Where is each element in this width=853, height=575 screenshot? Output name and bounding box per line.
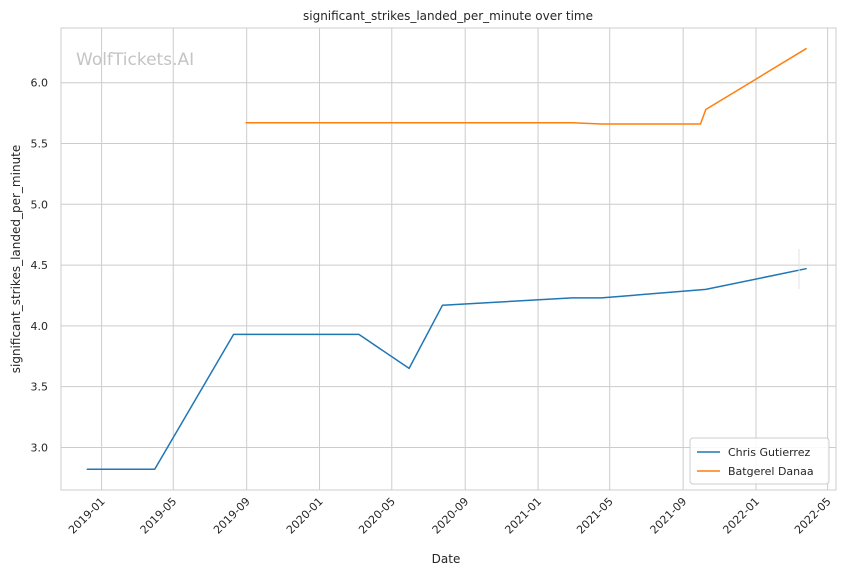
y-tick-label: 3.0 (31, 441, 49, 454)
y-tick-label: 3.5 (31, 381, 49, 394)
x-tick-label: 2019-01 (66, 495, 108, 537)
legend-box (689, 437, 830, 485)
plot-background (61, 28, 836, 490)
x-tick-label: 2019-09 (211, 495, 253, 537)
x-tick-label: 2020-05 (356, 495, 398, 537)
x-tick-label: 2021-01 (502, 495, 544, 537)
x-tick-labels: 2019-01 2019-05 2019-09 2020-01 2020-05 2020-… (66, 495, 834, 537)
plot-frame (60, 27, 837, 491)
x-tick-label: 2019-05 (138, 495, 180, 537)
chart-title: significant_strikes_landed_per_minute ov… (303, 9, 593, 23)
legend: Chris Gutierrez Batgerel Danaa (689, 437, 830, 485)
y-tick-labels: 3.0 3.5 4.0 4.5 5.0 5.5 6.0 (31, 77, 49, 455)
watermark-text: WolfTickets.AI (76, 50, 194, 70)
x-tick-label: 2021-09 (648, 495, 690, 537)
y-axis-label: significant_strikes_landed_per_minute (9, 145, 23, 374)
x-tick-label: 2020-09 (430, 495, 472, 537)
y-gridlines (61, 82, 836, 448)
y-tick-label: 5.5 (31, 138, 49, 151)
x-tick-label: 2020-01 (284, 495, 326, 537)
series-line (245, 47, 807, 125)
x-tick-label: 2022-01 (720, 495, 762, 537)
y-tick-label: 6.0 (31, 77, 49, 90)
legend-label: Batgerel Danaa (728, 465, 814, 478)
series-line (86, 267, 807, 471)
y-tick-label: 5.0 (31, 198, 49, 211)
x-axis-label: Date (432, 552, 461, 566)
legend-label: Chris Gutierrez (728, 446, 810, 459)
y-tick-label: 4.0 (31, 320, 49, 333)
y-tick-label: 4.5 (31, 259, 49, 272)
x-tick-label: 2022-05 (792, 495, 834, 537)
x-tick-label: 2021-05 (574, 495, 616, 537)
x-gridlines (101, 28, 829, 490)
series-layer (86, 47, 807, 471)
